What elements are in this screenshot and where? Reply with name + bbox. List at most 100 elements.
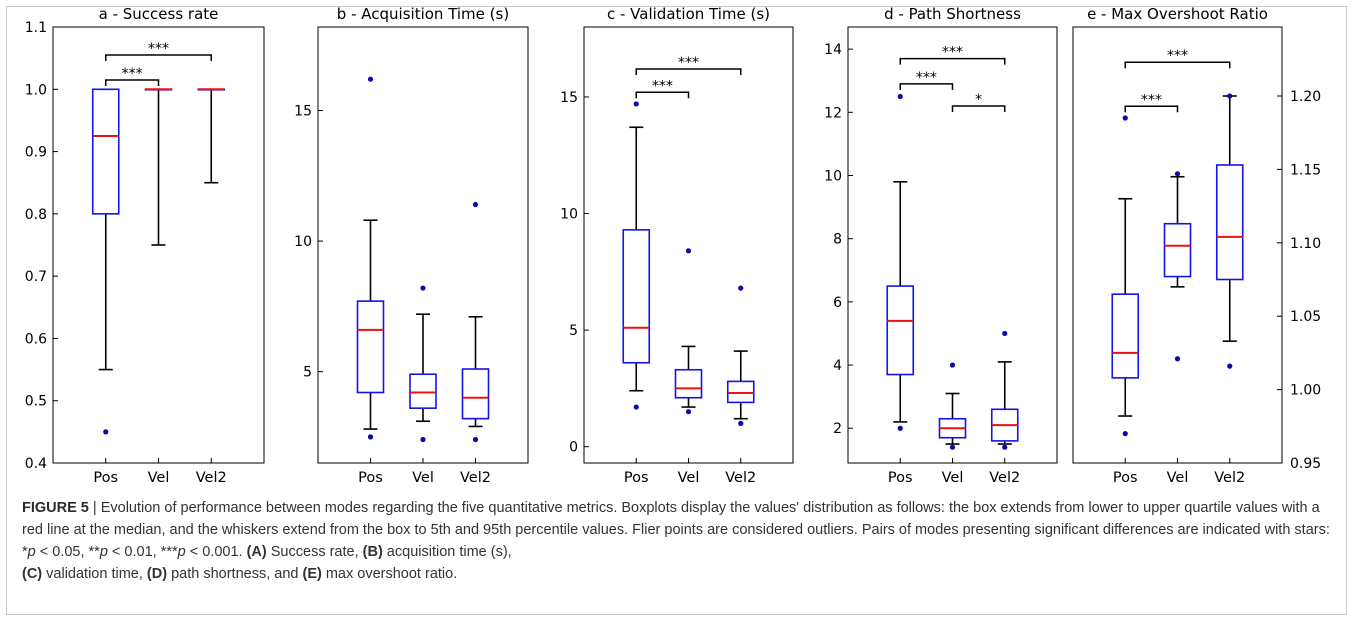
y-tick-label: 0.9 — [25, 145, 47, 161]
bracket-line — [1124, 105, 1179, 113]
significance-label: *** — [122, 66, 143, 82]
box-iqr — [409, 373, 437, 409]
caption-p-3: p — [177, 544, 186, 560]
box-vel2 — [461, 201, 490, 443]
y-tick-label: 1.00 — [1290, 383, 1321, 399]
caption-label-e: (E) — [302, 566, 322, 582]
x-tick-label: Pos — [624, 470, 649, 486]
y-tick-label: 0 — [569, 440, 578, 456]
flier-point — [738, 420, 744, 426]
x-tick-label: Vel2 — [1214, 470, 1245, 486]
chart-title: d - Path Shortness — [884, 5, 1021, 23]
box-pos — [91, 88, 120, 435]
box-pos — [622, 101, 651, 410]
y-tick-label: 1.10 — [1290, 236, 1321, 252]
bracket-line — [105, 79, 160, 86]
x-tick-label: Vel2 — [460, 470, 491, 486]
figure-5-charts: a - Success rate 0.4 0.5 0.6 0.7 0.8 0.9 1.0 1.1… — [25, 5, 1321, 486]
caption-text-c: validation time, — [42, 566, 147, 582]
x-tick-label: Vel2 — [725, 470, 756, 486]
flier-point — [367, 434, 374, 440]
caption-p-2: p — [99, 544, 108, 560]
significance-bracket: *** — [105, 66, 160, 86]
y-tick-label: 0.7 — [25, 269, 47, 285]
significance-label: *** — [916, 70, 937, 86]
significance-label: *** — [678, 55, 699, 71]
significance-bracket: *** — [899, 70, 954, 90]
flier-point — [897, 425, 903, 431]
bracket-line — [635, 91, 690, 99]
x-tick-label: Pos — [93, 470, 118, 486]
box-iqr — [1215, 164, 1244, 281]
flier-point — [633, 101, 639, 107]
flier-point — [420, 285, 426, 291]
significance-label: * — [975, 92, 982, 108]
flier-point — [633, 404, 639, 410]
box-iqr — [91, 88, 120, 215]
flier-point — [1227, 363, 1233, 369]
figure-label: FIGURE 5 — [22, 500, 89, 516]
bracket-line — [899, 83, 954, 90]
bracket-line — [105, 54, 212, 62]
flier-point — [1002, 444, 1008, 450]
bracket-line — [951, 105, 1006, 112]
y-tick-label: 0.8 — [25, 207, 47, 223]
flier-point — [1002, 330, 1008, 337]
flier-point — [1227, 93, 1233, 99]
flier-point — [1174, 171, 1181, 177]
caption-sig-1: < 0.05, ** — [35, 544, 100, 560]
y-tick-label: 8 — [833, 232, 842, 248]
box-vel — [1163, 171, 1192, 362]
flier-point — [103, 429, 109, 435]
y-tick-label: 5 — [569, 323, 578, 339]
y-tick-label: 6 — [833, 295, 842, 311]
y-tick-label: 2 — [833, 421, 842, 437]
x-tick-label: Vel — [148, 470, 170, 486]
chart-title: e - Max Overshoot Ratio — [1087, 5, 1268, 23]
flier-point — [949, 444, 956, 450]
figure-caption: FIGURE 5 | Evolution of performance betw… — [22, 497, 1332, 585]
box-iqr — [886, 285, 915, 376]
significance-bracket: *** — [635, 78, 690, 99]
y-tick-label: 10 — [560, 207, 578, 223]
x-tick-label: Pos — [1113, 470, 1138, 486]
significance-label: *** — [942, 45, 963, 61]
x-tick-label: Vel2 — [989, 470, 1020, 486]
y-tick-label: 1.20 — [1290, 89, 1321, 105]
significance-label: *** — [652, 78, 673, 94]
y-tick-label: 5 — [303, 365, 312, 381]
caption-label-c: (C) — [22, 566, 43, 582]
plot-frame — [317, 26, 529, 464]
box-iqr — [1163, 222, 1192, 278]
x-tick-label: Vel — [1167, 470, 1189, 486]
caption-text-b: acquisition time (s), — [382, 544, 512, 560]
x-tick-label: Pos — [888, 470, 913, 486]
x-tick-label: Vel — [412, 470, 434, 486]
y-tick-label: 15 — [560, 90, 578, 106]
y-tick-label: 12 — [824, 105, 842, 121]
y-tick-label: 10 — [824, 168, 842, 184]
box-pos — [886, 93, 915, 431]
chart-title: a - Success rate — [99, 5, 219, 23]
box-vel — [144, 88, 173, 246]
y-tick-label: 14 — [824, 42, 842, 58]
bracket-line — [635, 68, 742, 75]
x-tick-label: Pos — [358, 470, 383, 486]
y-tick-label: 0.6 — [25, 331, 47, 347]
box-iqr — [461, 368, 490, 420]
chart-panel-1: a - Success rate 0.4 0.5 0.6 0.7 0.8 0.9 1.0 1.1… — [25, 5, 265, 486]
flier-point — [949, 362, 956, 368]
caption-sig-2: < 0.01, *** — [107, 544, 178, 560]
flier-point — [367, 76, 374, 82]
caption-label-a: (A) — [246, 544, 267, 560]
y-tick-label: 1.05 — [1290, 309, 1321, 325]
box-vel — [938, 362, 967, 450]
x-tick-label: Vel — [942, 470, 964, 486]
flier-point — [1122, 431, 1128, 437]
box-vel2 — [1215, 93, 1244, 369]
y-tick-label: 4 — [833, 358, 842, 374]
caption-intro: Evolution of performance between modes r… — [22, 500, 1330, 560]
flier-point — [685, 248, 692, 254]
caption-p-1: p — [27, 544, 36, 560]
